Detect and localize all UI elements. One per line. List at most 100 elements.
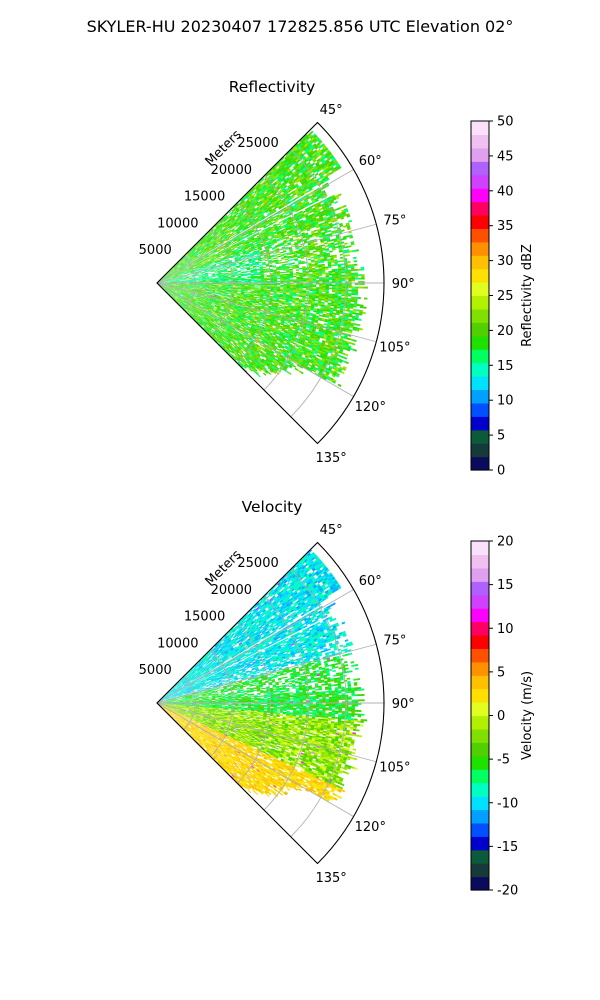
radar-cell [357,297,361,300]
radar-cell [273,277,278,279]
radar-cell [239,217,243,221]
radar-cell [218,232,222,236]
radar-cell [296,179,300,184]
radar-cell [220,267,224,269]
radar-cell [162,277,166,280]
radar-cell [226,222,230,226]
radar-cell [235,218,239,222]
radar-cell [325,149,330,153]
radar-cell [181,259,185,262]
radar-cell [193,248,197,252]
radar-cell [315,168,320,172]
radar-cell [252,208,257,212]
radar-cell [347,266,352,269]
radar-cell [331,156,336,161]
radar-cell [261,259,266,261]
radar-cell [354,272,359,275]
radar-cell [265,193,269,197]
radar-cell [275,170,280,174]
radar-cell [304,175,309,179]
radar-cell [312,280,317,282]
radar-cell [286,280,291,282]
radar-cell [234,280,239,281]
radar-cell [254,281,258,283]
radar-cell [345,286,349,289]
radar-cell [298,166,302,171]
radar-cell [204,241,208,245]
radar-cell [248,188,252,193]
radar-cell [354,288,359,291]
radar-cell [295,174,300,178]
radar-cell [172,268,176,272]
radar-cell [321,244,325,247]
radar-cell [293,285,297,287]
radar-cell [273,279,278,282]
radar-cell [221,226,225,229]
radar-cell [293,286,297,288]
radar-cell [236,219,241,223]
radar-cell [324,159,329,163]
radar-cell [260,208,265,212]
radar-cell [279,271,284,274]
radar-cell [209,243,213,246]
radar-cell [234,216,238,220]
radar-cell [209,237,213,240]
radar-cell [257,193,261,197]
radar-cell [284,181,289,185]
radar-cell [285,166,290,171]
radar-cell [176,263,180,266]
radar-cell [212,226,216,229]
radar-cell [263,200,267,204]
radar-cell [268,187,273,191]
radar-cell [201,249,205,252]
radar-cell [273,193,278,197]
radar-cell [274,169,279,173]
radar-cell [308,164,313,168]
radar-cell [219,219,224,223]
radar-cell [273,280,278,283]
radar-cell [318,140,323,145]
radar-cell [260,280,265,282]
radar-cell [221,232,225,235]
radar-cell [195,280,200,281]
radar-cell [343,254,347,257]
radar-cell [242,216,246,220]
radar-cell [354,291,359,294]
radar-cell [188,252,191,255]
radar-cell [304,169,309,174]
radar-cell [302,142,307,146]
radar-cell [289,275,294,278]
radar-cell [289,182,294,186]
radar-cell [265,177,269,182]
radar-cell [264,197,268,201]
radar-cell [263,278,268,280]
radar-cell [314,161,319,166]
radar-cell [283,286,287,288]
radar-cell [286,172,290,176]
radar-cell [200,247,204,250]
radar-cell [245,199,249,203]
radar-cell [312,276,316,278]
radar-cell [322,156,327,160]
radar-cell [294,161,298,166]
radar-cell [289,161,294,165]
radar-cell [228,230,232,233]
radar-cell [205,237,209,241]
radar-cell [183,262,187,265]
radar-cell [360,268,365,271]
radar-cell [219,224,223,228]
radar-cell [301,176,306,180]
radar-cell [218,281,223,282]
radar-cell [293,170,297,175]
radar-cell [248,198,252,202]
radar-cell [195,281,200,282]
radar-cell [202,238,205,242]
radar-cell [162,276,165,279]
radar-cell [298,178,303,182]
radar-cell [244,279,248,280]
radar-cell [207,240,211,244]
radar-cell [262,189,266,193]
radar-cell [199,251,203,254]
radar-cell [174,266,178,269]
radar-cell [203,235,207,238]
